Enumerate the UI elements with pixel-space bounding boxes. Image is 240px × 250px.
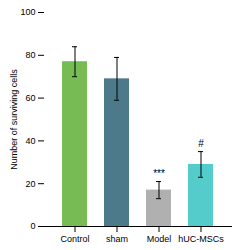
- svg-text:100: 100: [20, 7, 35, 17]
- svg-text:hUC-MSCs: hUC-MSCs: [178, 234, 224, 244]
- svg-text:***: ***: [153, 168, 165, 179]
- svg-text:sham: sham: [106, 234, 128, 244]
- svg-text:Control: Control: [60, 234, 89, 244]
- svg-text:Number of surviving cells: Number of surviving cells: [9, 69, 19, 170]
- svg-text:Model: Model: [147, 234, 172, 244]
- svg-text:60: 60: [25, 93, 35, 103]
- svg-text:#: #: [198, 138, 204, 149]
- svg-text:20: 20: [25, 179, 35, 189]
- svg-text:80: 80: [25, 50, 35, 60]
- svg-text:0: 0: [30, 221, 35, 231]
- svg-text:40: 40: [25, 136, 35, 146]
